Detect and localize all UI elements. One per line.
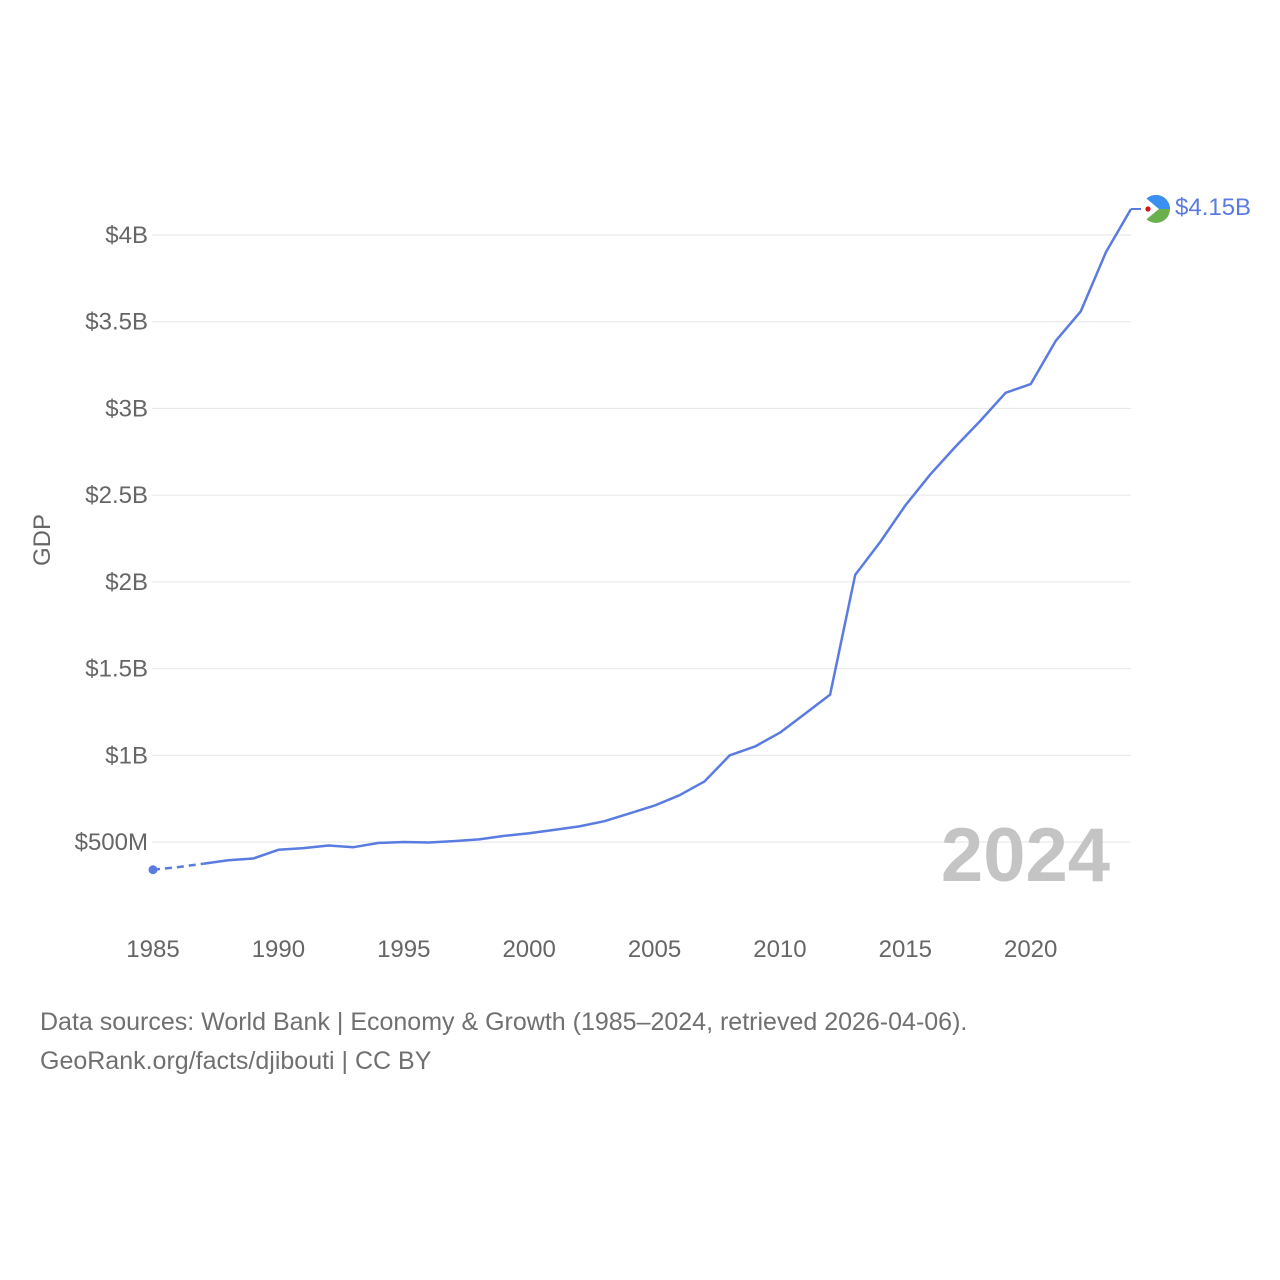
flag-red-star <box>1145 206 1151 212</box>
y-tick-label: $1B <box>105 742 148 769</box>
series-layer <box>148 207 1141 875</box>
series-start-point <box>148 865 158 875</box>
series-line <box>203 208 1133 865</box>
data-sources-text: Data sources: World Bank | Economy & Gro… <box>40 1008 968 1036</box>
y-axis-ticks: $500M $1B $1.5B $2B $2.5B $3B $3.5B $4B <box>75 222 148 856</box>
djibouti-flag-icon <box>1142 194 1170 223</box>
x-tick-label: 1995 <box>377 936 430 963</box>
x-axis-ticks: 1985 1990 1995 2000 2005 2010 2015 2020 <box>126 936 1057 963</box>
x-tick-label: 2005 <box>628 936 681 963</box>
x-tick-label: 2015 <box>879 936 932 963</box>
x-tick-label: 2010 <box>753 936 806 963</box>
year-watermark: 2024 <box>941 813 1110 898</box>
y-tick-label: $3.5B <box>85 309 148 336</box>
end-value-label: $4.15B <box>1175 194 1251 221</box>
x-tick-label: 2020 <box>1004 936 1057 963</box>
source-link-text: GeoRank.org/facts/djibouti | CC BY <box>40 1047 432 1075</box>
grid-lines <box>152 234 1131 843</box>
y-tick-label: $1.5B <box>85 656 148 683</box>
footer: Data sources: World Bank | Economy & Gro… <box>40 1003 1240 1081</box>
y-tick-label: $500M <box>75 829 148 856</box>
series-line-dashed <box>152 862 204 871</box>
y-tick-label: $2B <box>105 569 148 596</box>
y-tick-label: $4B <box>105 222 148 249</box>
x-tick-label: 1990 <box>252 936 305 963</box>
x-tick-label: 2000 <box>502 936 555 963</box>
x-tick-label: 1985 <box>126 936 179 963</box>
y-tick-label: $3B <box>105 395 148 422</box>
y-axis-label: GDP <box>29 514 56 566</box>
y-tick-label: $2.5B <box>85 482 148 509</box>
